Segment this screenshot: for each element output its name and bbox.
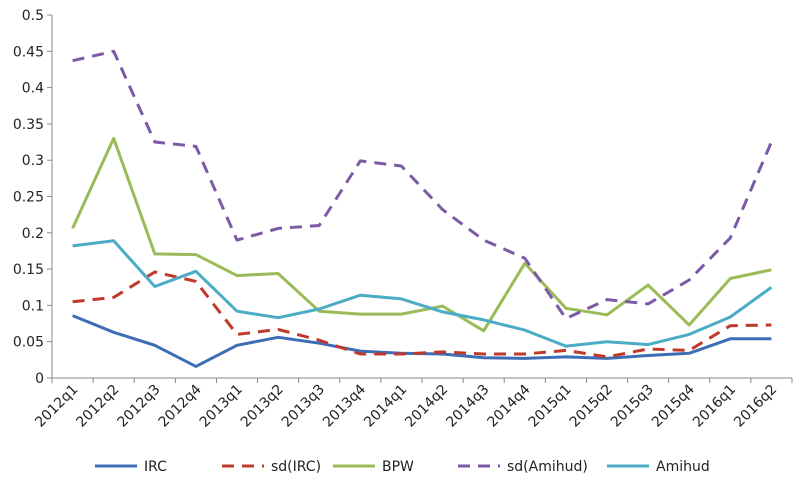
legend-label: Amihud xyxy=(656,459,710,475)
x-tick-label: 2013q2 xyxy=(238,382,287,431)
x-tick-label: 2015q2 xyxy=(567,382,616,431)
y-tick-label: 0.25 xyxy=(13,190,44,206)
legend: IRC sd(IRC) BPW sd(Amihud) Amihud xyxy=(95,459,710,475)
x-tick-label: 2015q1 xyxy=(526,382,575,431)
x-tick-label: 2012q1 xyxy=(32,382,81,431)
x-tick-label: 2013q4 xyxy=(320,381,369,430)
x-tick-label: 2016q1 xyxy=(690,382,739,431)
x-tick-label: 2014q2 xyxy=(402,382,451,431)
y-tick-label: 0.05 xyxy=(13,335,44,351)
y-tick-label: 0.3 xyxy=(22,153,44,169)
axes xyxy=(47,14,793,383)
legend-label: sd(Amihud) xyxy=(507,459,588,475)
series-line-sd-irc xyxy=(72,270,772,359)
y-tick-label: 0.45 xyxy=(13,44,44,60)
x-tick-label: 2012q3 xyxy=(115,382,164,431)
x-tick-label: 2013q1 xyxy=(197,382,246,431)
x-tick-label: 2013q3 xyxy=(279,382,328,431)
x-tick-label: 2016q2 xyxy=(731,382,780,431)
y-tick-label: 0.35 xyxy=(13,117,44,133)
x-tick-label: 2015q4 xyxy=(649,381,698,430)
x-tick-label: 2014q4 xyxy=(485,381,534,430)
legend-label: IRC xyxy=(144,459,167,475)
series-lines xyxy=(71,49,773,368)
y-tick-label: 0.4 xyxy=(22,81,44,97)
x-tick-labels: 2012q12012q22012q32012q42013q12013q22013… xyxy=(32,381,780,430)
series-line-bpw xyxy=(71,136,772,333)
y-tick-label: 0 xyxy=(35,371,44,387)
legend-label: sd(IRC) xyxy=(271,459,321,475)
y-tick-labels: 0 0.05 0.1 0.15 0.2 0.25 0.3 0.35 0.4 0.45 0.5 xyxy=(13,8,44,387)
x-tick-label: 2015q3 xyxy=(608,382,657,431)
y-tick-label: 0.2 xyxy=(22,226,44,242)
x-tick-label: 2012q2 xyxy=(73,382,122,431)
x-tick-label: 2012q4 xyxy=(156,381,205,430)
y-tick-label: 0.1 xyxy=(22,298,44,314)
legend-label: BPW xyxy=(382,459,414,475)
y-tick-label: 0.15 xyxy=(13,262,44,278)
series-line-amihud xyxy=(72,239,773,348)
x-tick-label: 2014q1 xyxy=(361,382,410,431)
y-tick-label: 0.5 xyxy=(22,8,44,24)
series-line-sd-amihud xyxy=(72,49,773,320)
x-tick-label: 2014q3 xyxy=(443,382,492,431)
